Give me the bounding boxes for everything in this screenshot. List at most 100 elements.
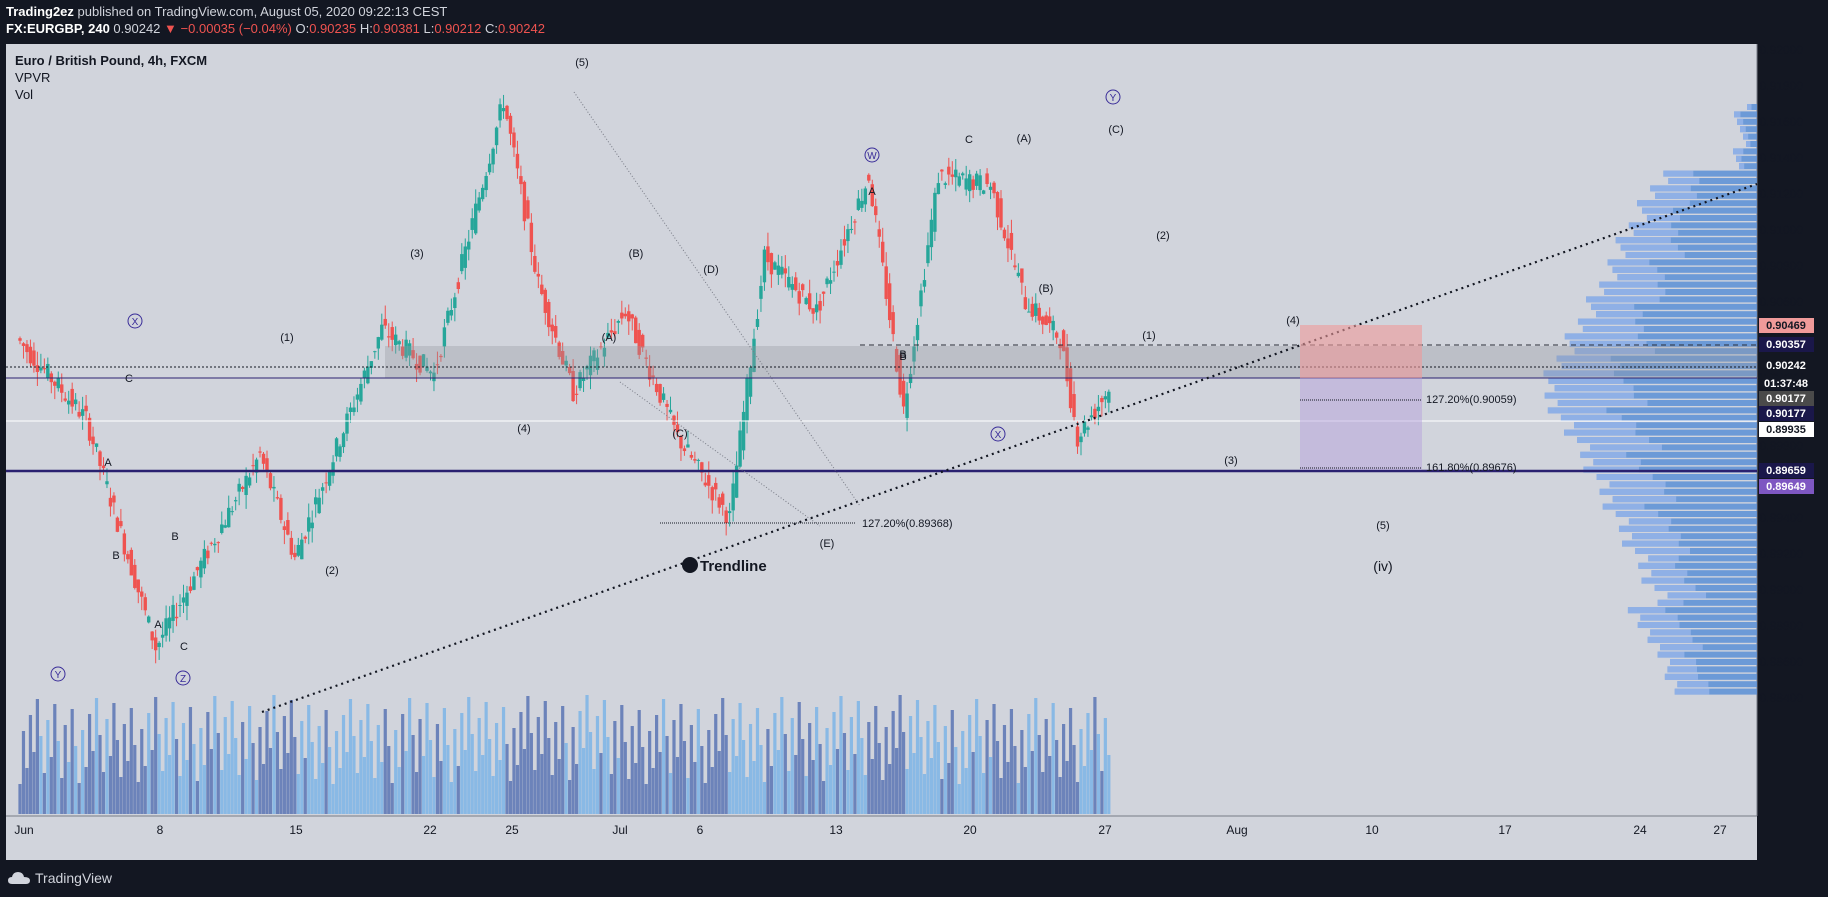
- volume-bar: [895, 748, 899, 814]
- volume-bar: [136, 782, 140, 814]
- volume-bar: [943, 726, 947, 814]
- volume-bar: [804, 776, 808, 814]
- candle-body: [703, 482, 708, 486]
- volume-bar: [828, 765, 833, 814]
- circled-wave-label: Y: [50, 666, 66, 682]
- candle-body: [185, 592, 189, 606]
- chart-area[interactable]: 0.92000 0.91800 0.91600 0.91400 0.91200 0.910…: [0, 43, 1828, 860]
- y-tick-label: 0.91600: [1760, 115, 1804, 129]
- vpvr-bar-sell: [1607, 259, 1650, 266]
- volume-bar: [926, 721, 930, 814]
- candle-body: [359, 383, 363, 402]
- volume-bar: [272, 695, 276, 814]
- volume-bar: [178, 776, 182, 814]
- volume-bar: [460, 713, 464, 814]
- volume-bar: [1037, 735, 1041, 814]
- indicator-vol[interactable]: Vol: [15, 87, 34, 102]
- candle-body: [303, 536, 307, 539]
- vpvr-bar: [1586, 296, 1757, 303]
- candle-body: [324, 482, 328, 484]
- candle-body: [992, 182, 996, 194]
- candle-body: [714, 482, 718, 490]
- vpvr-bar-sell: [1746, 141, 1751, 147]
- candle-body: [901, 380, 906, 407]
- price-label: 0.90177: [1766, 408, 1806, 420]
- price-label: 0.90242: [1766, 360, 1806, 372]
- candle-body: [237, 483, 241, 492]
- volume-bar: [787, 771, 791, 814]
- volume-bar: [592, 769, 596, 814]
- candle-body: [414, 363, 419, 370]
- y-tick-label: 0.89000: [1760, 583, 1804, 597]
- volume-bar: [561, 706, 565, 814]
- candle-body: [1030, 303, 1034, 317]
- price-label-bg: [1759, 463, 1814, 478]
- vpvr-bar: [1651, 570, 1757, 577]
- y-tick-label: 0.91200: [1760, 187, 1804, 201]
- volume-bar: [268, 748, 273, 814]
- vpvr-bar-sell: [1620, 244, 1678, 251]
- vpvr-bar-sell: [1642, 207, 1674, 214]
- y-tick-label: 0.89800: [1760, 439, 1804, 453]
- volume-bar: [585, 695, 589, 814]
- vpvr-bar: [1612, 496, 1757, 503]
- circled-wave-text: X: [995, 430, 1002, 441]
- volume-bar: [411, 735, 415, 814]
- volume-bar: [599, 753, 603, 814]
- volume-bar: [352, 736, 356, 814]
- vpvr-bar-sell: [1628, 222, 1672, 229]
- volume-bar: [856, 701, 860, 814]
- candle-body: [108, 497, 113, 507]
- volume-bar: [581, 748, 586, 814]
- chart-legend: Euro / British Pound, 4h, FXCM VPVR Vol: [15, 52, 207, 103]
- wave-label: (3): [1224, 455, 1237, 467]
- x-tick-label: 27: [1098, 823, 1112, 837]
- vpvr-bar-sell: [1657, 651, 1685, 658]
- candle-body: [727, 511, 732, 514]
- vpvr-bar: [1612, 266, 1757, 273]
- volume-bar: [529, 733, 533, 814]
- candle-body: [501, 108, 506, 112]
- candle-body: [999, 198, 1003, 228]
- candle-body: [220, 524, 224, 533]
- candle-body: [675, 424, 680, 433]
- wave-label: (2): [325, 565, 338, 577]
- vpvr-bar-sell: [1632, 533, 1681, 540]
- volume-bar: [53, 704, 57, 814]
- volume-bar: [627, 779, 631, 814]
- wave-label: (4): [1286, 315, 1299, 327]
- tradingview-logo[interactable]: TradingView: [8, 870, 112, 886]
- vpvr-bar-sell: [1668, 178, 1700, 184]
- volume-bar: [115, 740, 120, 814]
- publisher-name[interactable]: Trading2ez: [6, 4, 74, 19]
- indicator-vpvr[interactable]: VPVR: [15, 70, 51, 85]
- vpvr-bar: [1739, 163, 1757, 170]
- volume-bar: [1006, 762, 1010, 814]
- vpvr-bar: [1642, 207, 1757, 214]
- chart-canvas[interactable]: 0.92000 0.91800 0.91600 0.91400 0.91200 0.910…: [0, 43, 1828, 860]
- volume-bar: [481, 755, 485, 814]
- vpvr-bar: [1674, 688, 1757, 695]
- candle-body: [967, 174, 972, 192]
- volume-bar: [574, 764, 579, 814]
- volume-bar: [863, 775, 867, 814]
- volume-bar: [665, 736, 669, 814]
- candle-body: [995, 192, 1000, 218]
- candle-body: [369, 361, 374, 368]
- candle-body: [227, 507, 231, 528]
- wave-label: B: [171, 531, 178, 543]
- instrument-title[interactable]: Euro / British Pound, 4h, FXCM: [15, 53, 208, 68]
- low-label: L:: [423, 21, 435, 36]
- y-tick-label: 0.91000: [1760, 223, 1804, 237]
- volume-bar: [696, 709, 700, 814]
- volume-bar: [192, 744, 196, 814]
- circled-wave-label: X: [990, 426, 1006, 442]
- volume-bar: [380, 762, 384, 814]
- volume-bar: [971, 752, 975, 814]
- candle-body: [98, 451, 102, 466]
- volume-bar: [474, 771, 478, 814]
- candle-body: [1068, 368, 1073, 409]
- candle-body: [867, 174, 871, 181]
- volume-bar: [679, 704, 683, 814]
- price-label: 0.90177: [1766, 393, 1806, 405]
